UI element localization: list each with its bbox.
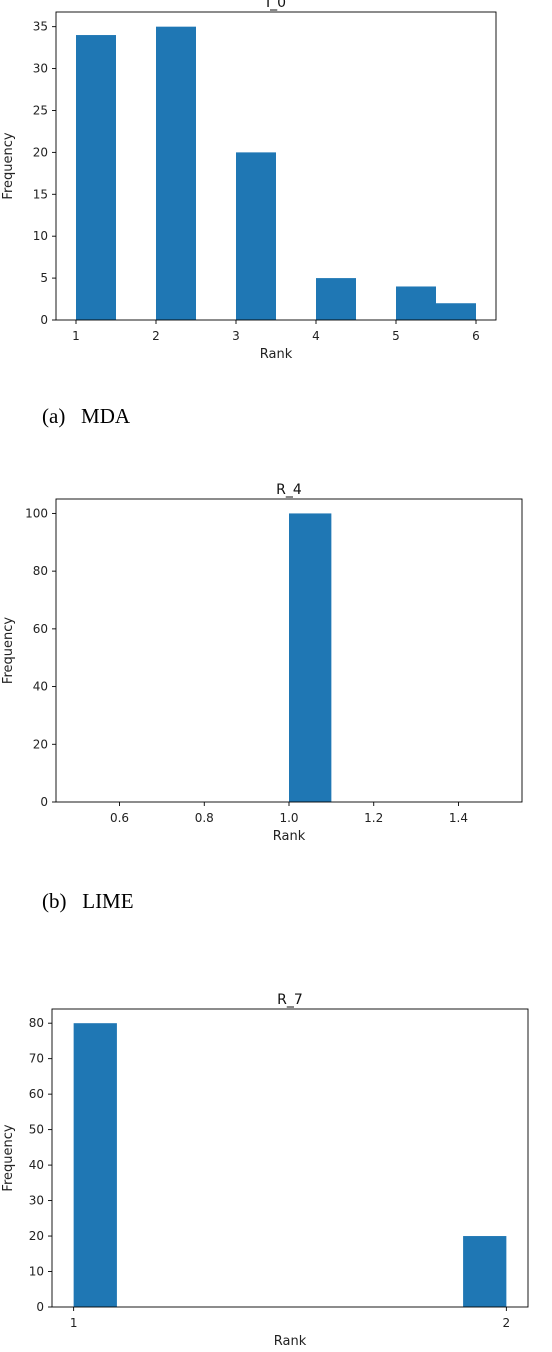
plot-frame bbox=[55, 11, 497, 321]
x-tick-label: 3 bbox=[232, 329, 240, 343]
figure-caption-a: (a) MDA bbox=[42, 404, 131, 428]
y-tick-label: 25 bbox=[33, 103, 48, 117]
figure-caption-b: (b) LIME bbox=[42, 889, 134, 913]
x-tick-label: 2 bbox=[152, 329, 160, 343]
y-tick-label: 0 bbox=[40, 313, 48, 327]
histogram-figure-b: 0 20 40 60 80 100 0.6 0.8 1.0 1.2 1.4 R_4 Rank Freque… bbox=[0, 470, 552, 850]
histogram-lime: 0 20 40 60 80 100 0.6 0.8 1.0 1.2 1.4 R_4 Rank Freque… bbox=[1, 482, 523, 844]
y-tick-label: 0 bbox=[36, 1300, 44, 1314]
histogram-mda: 0 5 10 15 20 25 30 35 1 2 3 4 5 6 I_0 Rank Frequency bbox=[1, 0, 497, 362]
chart-title: R_7 bbox=[277, 992, 303, 1008]
histogram-bar bbox=[463, 1236, 507, 1307]
x-tick-label: 4 bbox=[312, 329, 320, 343]
x-tick-label: 1.2 bbox=[364, 811, 383, 825]
histogram-bar bbox=[156, 26, 196, 321]
y-tick-label: 20 bbox=[29, 1229, 44, 1243]
y-tick-label: 60 bbox=[29, 1087, 44, 1101]
histogram-bar bbox=[236, 152, 276, 320]
x-tick-label: 1 bbox=[70, 1316, 78, 1330]
y-tick-label: 80 bbox=[33, 564, 48, 578]
y-tick-label: 15 bbox=[33, 187, 48, 201]
y-tick-label: 60 bbox=[33, 622, 48, 636]
y-tick-label: 40 bbox=[29, 1158, 44, 1172]
y-tick-label: 40 bbox=[33, 680, 48, 694]
y-axis-label: Frequency bbox=[1, 617, 16, 684]
histogram-bar bbox=[73, 1023, 117, 1307]
histogram-bar bbox=[289, 513, 332, 802]
x-tick-label: 6 bbox=[472, 329, 480, 343]
histogram-bar bbox=[436, 303, 476, 320]
x-axis-label: Rank bbox=[274, 1334, 307, 1349]
y-tick-label: 30 bbox=[33, 62, 48, 76]
y-tick-label: 10 bbox=[33, 229, 48, 243]
x-tick-label: 1.4 bbox=[449, 811, 468, 825]
plot-frame bbox=[51, 1008, 529, 1308]
chart-title: R_4 bbox=[276, 482, 302, 498]
y-tick-label: 100 bbox=[25, 506, 48, 520]
y-tick-label: 30 bbox=[29, 1194, 44, 1208]
histogram-bar bbox=[316, 278, 356, 320]
x-axis-label: Rank bbox=[260, 347, 293, 362]
histogram-figure-c: 0 10 20 30 40 50 60 70 80 1 2 R_7 Rank Frequency bbox=[0, 980, 552, 1352]
y-tick-label: 50 bbox=[29, 1123, 44, 1137]
histogram-bar bbox=[396, 286, 436, 320]
histogram-figure-a: 0 5 10 15 20 25 30 35 1 2 3 4 5 6 I_0 Rank Frequency bbox=[0, 0, 552, 370]
histogram-r7: 0 10 20 30 40 50 60 70 80 1 2 R_7 Rank Frequency bbox=[1, 992, 529, 1349]
chart-title: I_0 bbox=[266, 0, 286, 11]
x-tick-label: 1 bbox=[72, 329, 80, 343]
y-tick-label: 35 bbox=[33, 20, 48, 34]
y-tick-label: 10 bbox=[29, 1265, 44, 1279]
histogram-bar bbox=[76, 35, 116, 321]
y-tick-label: 80 bbox=[29, 1016, 44, 1030]
y-tick-label: 0 bbox=[40, 795, 48, 809]
x-tick-label: 5 bbox=[392, 329, 400, 343]
x-tick-label: 0.8 bbox=[195, 811, 214, 825]
x-tick-label: 1.0 bbox=[279, 811, 298, 825]
y-tick-label: 20 bbox=[33, 737, 48, 751]
y-tick-label: 70 bbox=[29, 1052, 44, 1066]
x-tick-label: 2 bbox=[503, 1316, 511, 1330]
y-tick-label: 5 bbox=[40, 271, 48, 285]
y-tick-label: 20 bbox=[33, 145, 48, 159]
y-axis-label: Frequency bbox=[1, 132, 16, 199]
y-axis-label: Frequency bbox=[1, 1124, 16, 1191]
x-axis-label: Rank bbox=[273, 829, 306, 844]
x-tick-label: 0.6 bbox=[110, 811, 129, 825]
